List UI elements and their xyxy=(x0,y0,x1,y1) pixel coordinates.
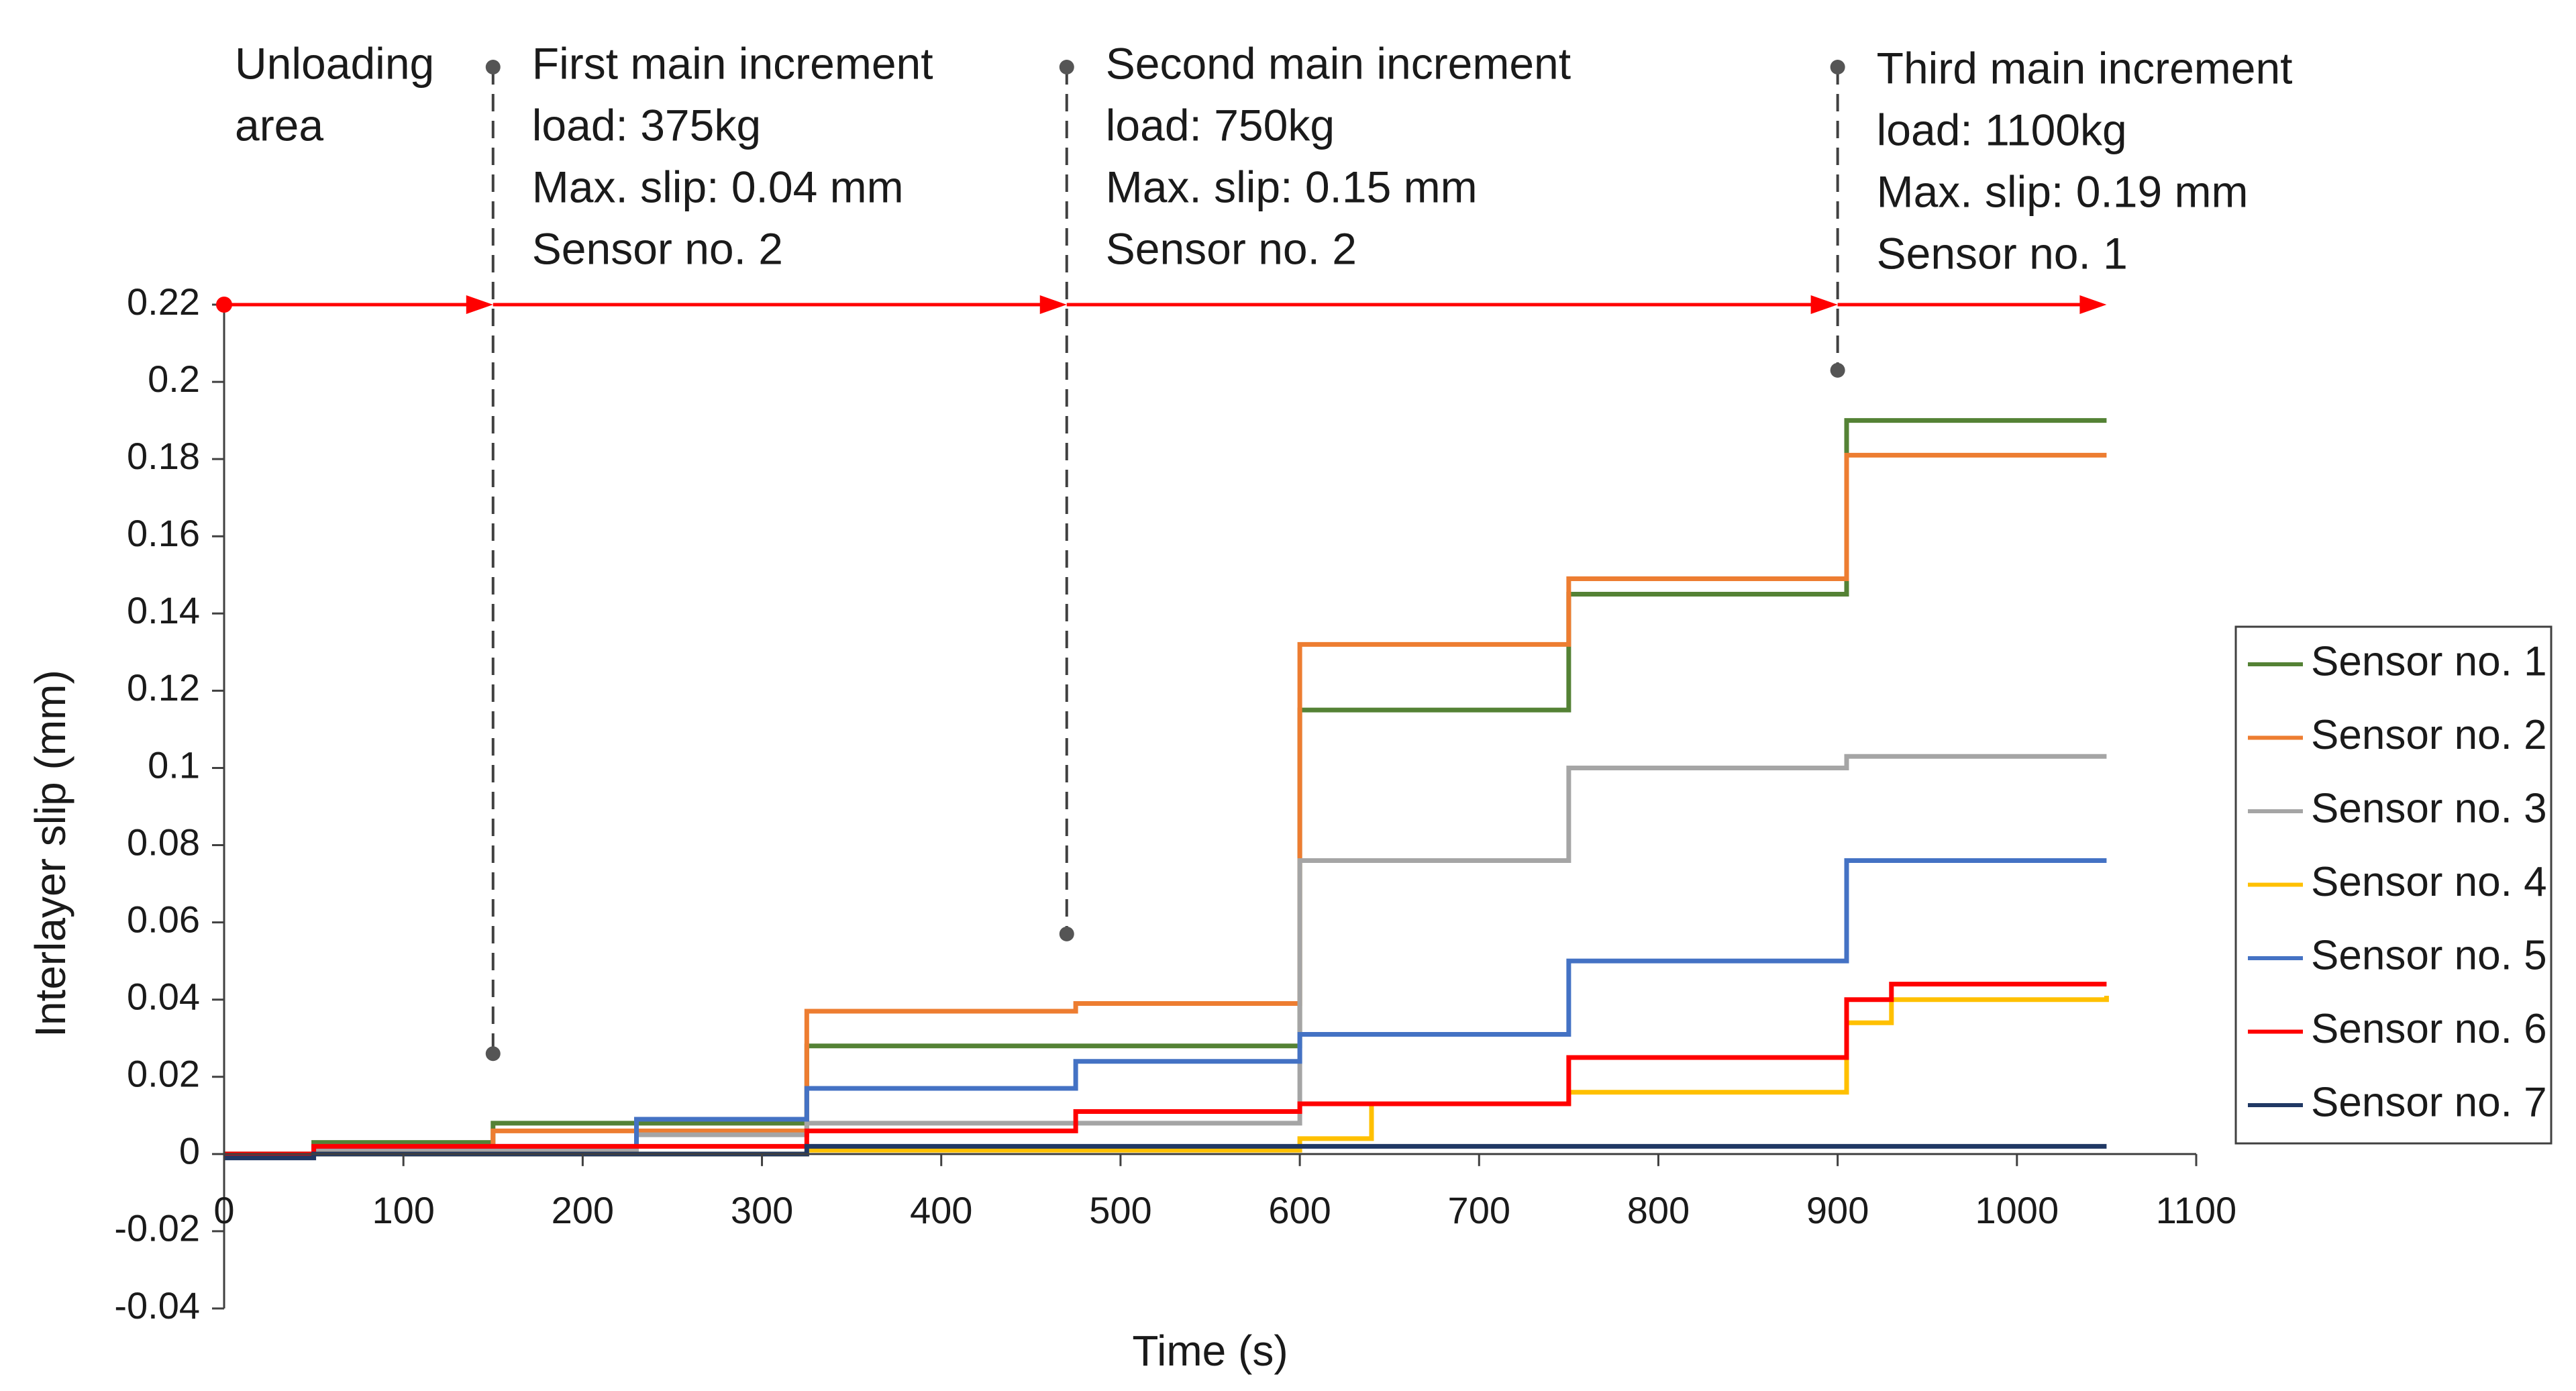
x-tick-label: 100 xyxy=(372,1189,434,1231)
arrow-head xyxy=(1039,295,1067,314)
x-axis-title: Time (s) xyxy=(1132,1327,1288,1375)
y-axis-title: Interlayer slip (mm) xyxy=(26,670,74,1037)
legend-label-sensor-7: Sensor no. 7 xyxy=(2311,1079,2547,1125)
arrow-head xyxy=(466,295,493,314)
annotation-text-line: Second main increment xyxy=(1106,38,1571,88)
series-line-sensor-3 xyxy=(224,754,2107,1157)
x-tick-label: 800 xyxy=(1627,1189,1690,1231)
annotation-text-line: load: 375kg xyxy=(532,100,761,150)
increment-marker-dot-top xyxy=(1830,60,1845,74)
increment-marker-dot-bottom xyxy=(1059,926,1074,941)
y-tick-label: 0.12 xyxy=(127,666,200,709)
y-tick-label: 0.22 xyxy=(127,280,200,323)
y-tick-label: 0 xyxy=(179,1130,200,1172)
legend-label-sensor-1: Sensor no. 1 xyxy=(2311,638,2547,684)
x-tick-label: 500 xyxy=(1089,1189,1151,1231)
annotation-text-line: load: 1100kg xyxy=(1877,105,2127,154)
series-line-sensor-6 xyxy=(224,982,2107,1157)
legend-box xyxy=(2234,625,2553,1145)
y-tick-label: 0.2 xyxy=(148,358,200,400)
annotation-text-line: area xyxy=(235,100,323,150)
increment-marker-dot-bottom xyxy=(485,1046,501,1062)
annotation-text-line: Sensor no. 2 xyxy=(532,223,783,273)
y-tick-label: 0.02 xyxy=(127,1053,200,1095)
y-tick-label: 0.18 xyxy=(127,435,200,477)
x-tick-label: 700 xyxy=(1448,1189,1510,1231)
y-tick-label: 0.04 xyxy=(127,975,200,1017)
legend-label-sensor-5: Sensor no. 5 xyxy=(2311,932,2547,978)
legend-label-sensor-4: Sensor no. 4 xyxy=(2311,859,2547,905)
annotation-text-line: First main increment xyxy=(532,38,933,88)
legend-label-sensor-3: Sensor no. 3 xyxy=(2311,785,2547,831)
y-tick-label: 0.1 xyxy=(148,743,200,786)
annotation-text-line: Max. slip: 0.04 mm xyxy=(532,162,904,211)
arrow-head xyxy=(1810,295,1838,314)
annotation-text-line: Sensor no. 2 xyxy=(1106,223,1357,273)
y-tick-label: -0.04 xyxy=(114,1284,200,1327)
x-tick-label: 400 xyxy=(910,1189,972,1231)
x-tick-label: 900 xyxy=(1806,1189,1869,1231)
increment-marker-dot-top xyxy=(1059,60,1074,74)
y-tick-label: 0.08 xyxy=(127,821,200,863)
x-tick-label: 1100 xyxy=(2156,1189,2236,1231)
x-tick-label: 600 xyxy=(1268,1189,1331,1231)
increment-marker-dot-top xyxy=(485,60,501,74)
series-line-sensor-1 xyxy=(224,418,2107,1157)
x-tick-label: 0 xyxy=(213,1189,234,1231)
annotation-text-line: Max. slip: 0.19 mm xyxy=(1877,166,2249,216)
legend-label-sensor-2: Sensor no. 2 xyxy=(2311,712,2547,758)
annotation-text-line: load: 750kg xyxy=(1106,100,1335,150)
annotation-text-line: Max. slip: 0.15 mm xyxy=(1106,162,1478,211)
annotation-text-line: Third main increment xyxy=(1877,43,2293,93)
y-tick-label: 0.16 xyxy=(127,512,200,554)
y-tick-label: 0.06 xyxy=(127,898,200,940)
x-tick-label: 1000 xyxy=(1975,1189,2059,1231)
increment-marker-dot-bottom xyxy=(1830,362,1845,378)
y-tick-label: 0.14 xyxy=(127,589,200,631)
series-line-sensor-2 xyxy=(224,452,2107,1157)
y-tick-label: -0.02 xyxy=(114,1207,200,1249)
x-tick-label: 300 xyxy=(731,1189,793,1231)
arrow-head xyxy=(2079,295,2107,314)
annotation-text-line: Unloading xyxy=(235,38,434,88)
x-tick-label: 200 xyxy=(552,1189,614,1231)
annotation-text-line: Sensor no. 1 xyxy=(1877,228,2128,278)
legend-label-sensor-6: Sensor no. 6 xyxy=(2311,1006,2547,1052)
